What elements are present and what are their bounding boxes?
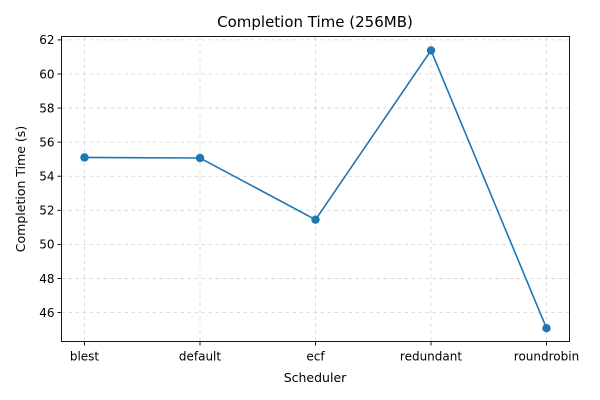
series-line [84, 48, 548, 329]
y-tick-label: 60 [39, 67, 54, 81]
x-tick-label: redundant [400, 350, 462, 364]
y-tick-label: 58 [39, 101, 54, 115]
series-layer [80, 46, 551, 333]
x-axis-label: Scheduler [284, 370, 347, 385]
data-point [195, 153, 205, 163]
x-tick-label: blest [70, 350, 100, 364]
x-tick-label: ecf [306, 350, 325, 364]
y-tick-label: 56 [39, 135, 54, 149]
x-tick-label: default [179, 350, 222, 364]
y-axis-label: Completion Time (s) [13, 126, 28, 252]
y-tick-label: 48 [39, 272, 54, 286]
data-point [542, 324, 551, 333]
chart-title: Completion Time (256MB) [217, 13, 413, 31]
y-tick-label: 54 [39, 170, 54, 184]
y-tick-label: 46 [39, 306, 54, 320]
x-tick-label: roundrobin [514, 350, 579, 364]
y-tick-label: 52 [39, 204, 54, 218]
y-tick-label: 62 [39, 33, 54, 47]
y-axis-ticks: 46 48 50 52 54 56 58 60 62 [39, 33, 62, 320]
grid [61, 36, 570, 342]
y-tick-label: 50 [39, 238, 54, 252]
data-point [426, 46, 436, 55]
x-axis-ticks: blest default ecf redundant roundrobin [70, 341, 579, 364]
data-point [80, 153, 89, 162]
data-point [311, 215, 320, 224]
